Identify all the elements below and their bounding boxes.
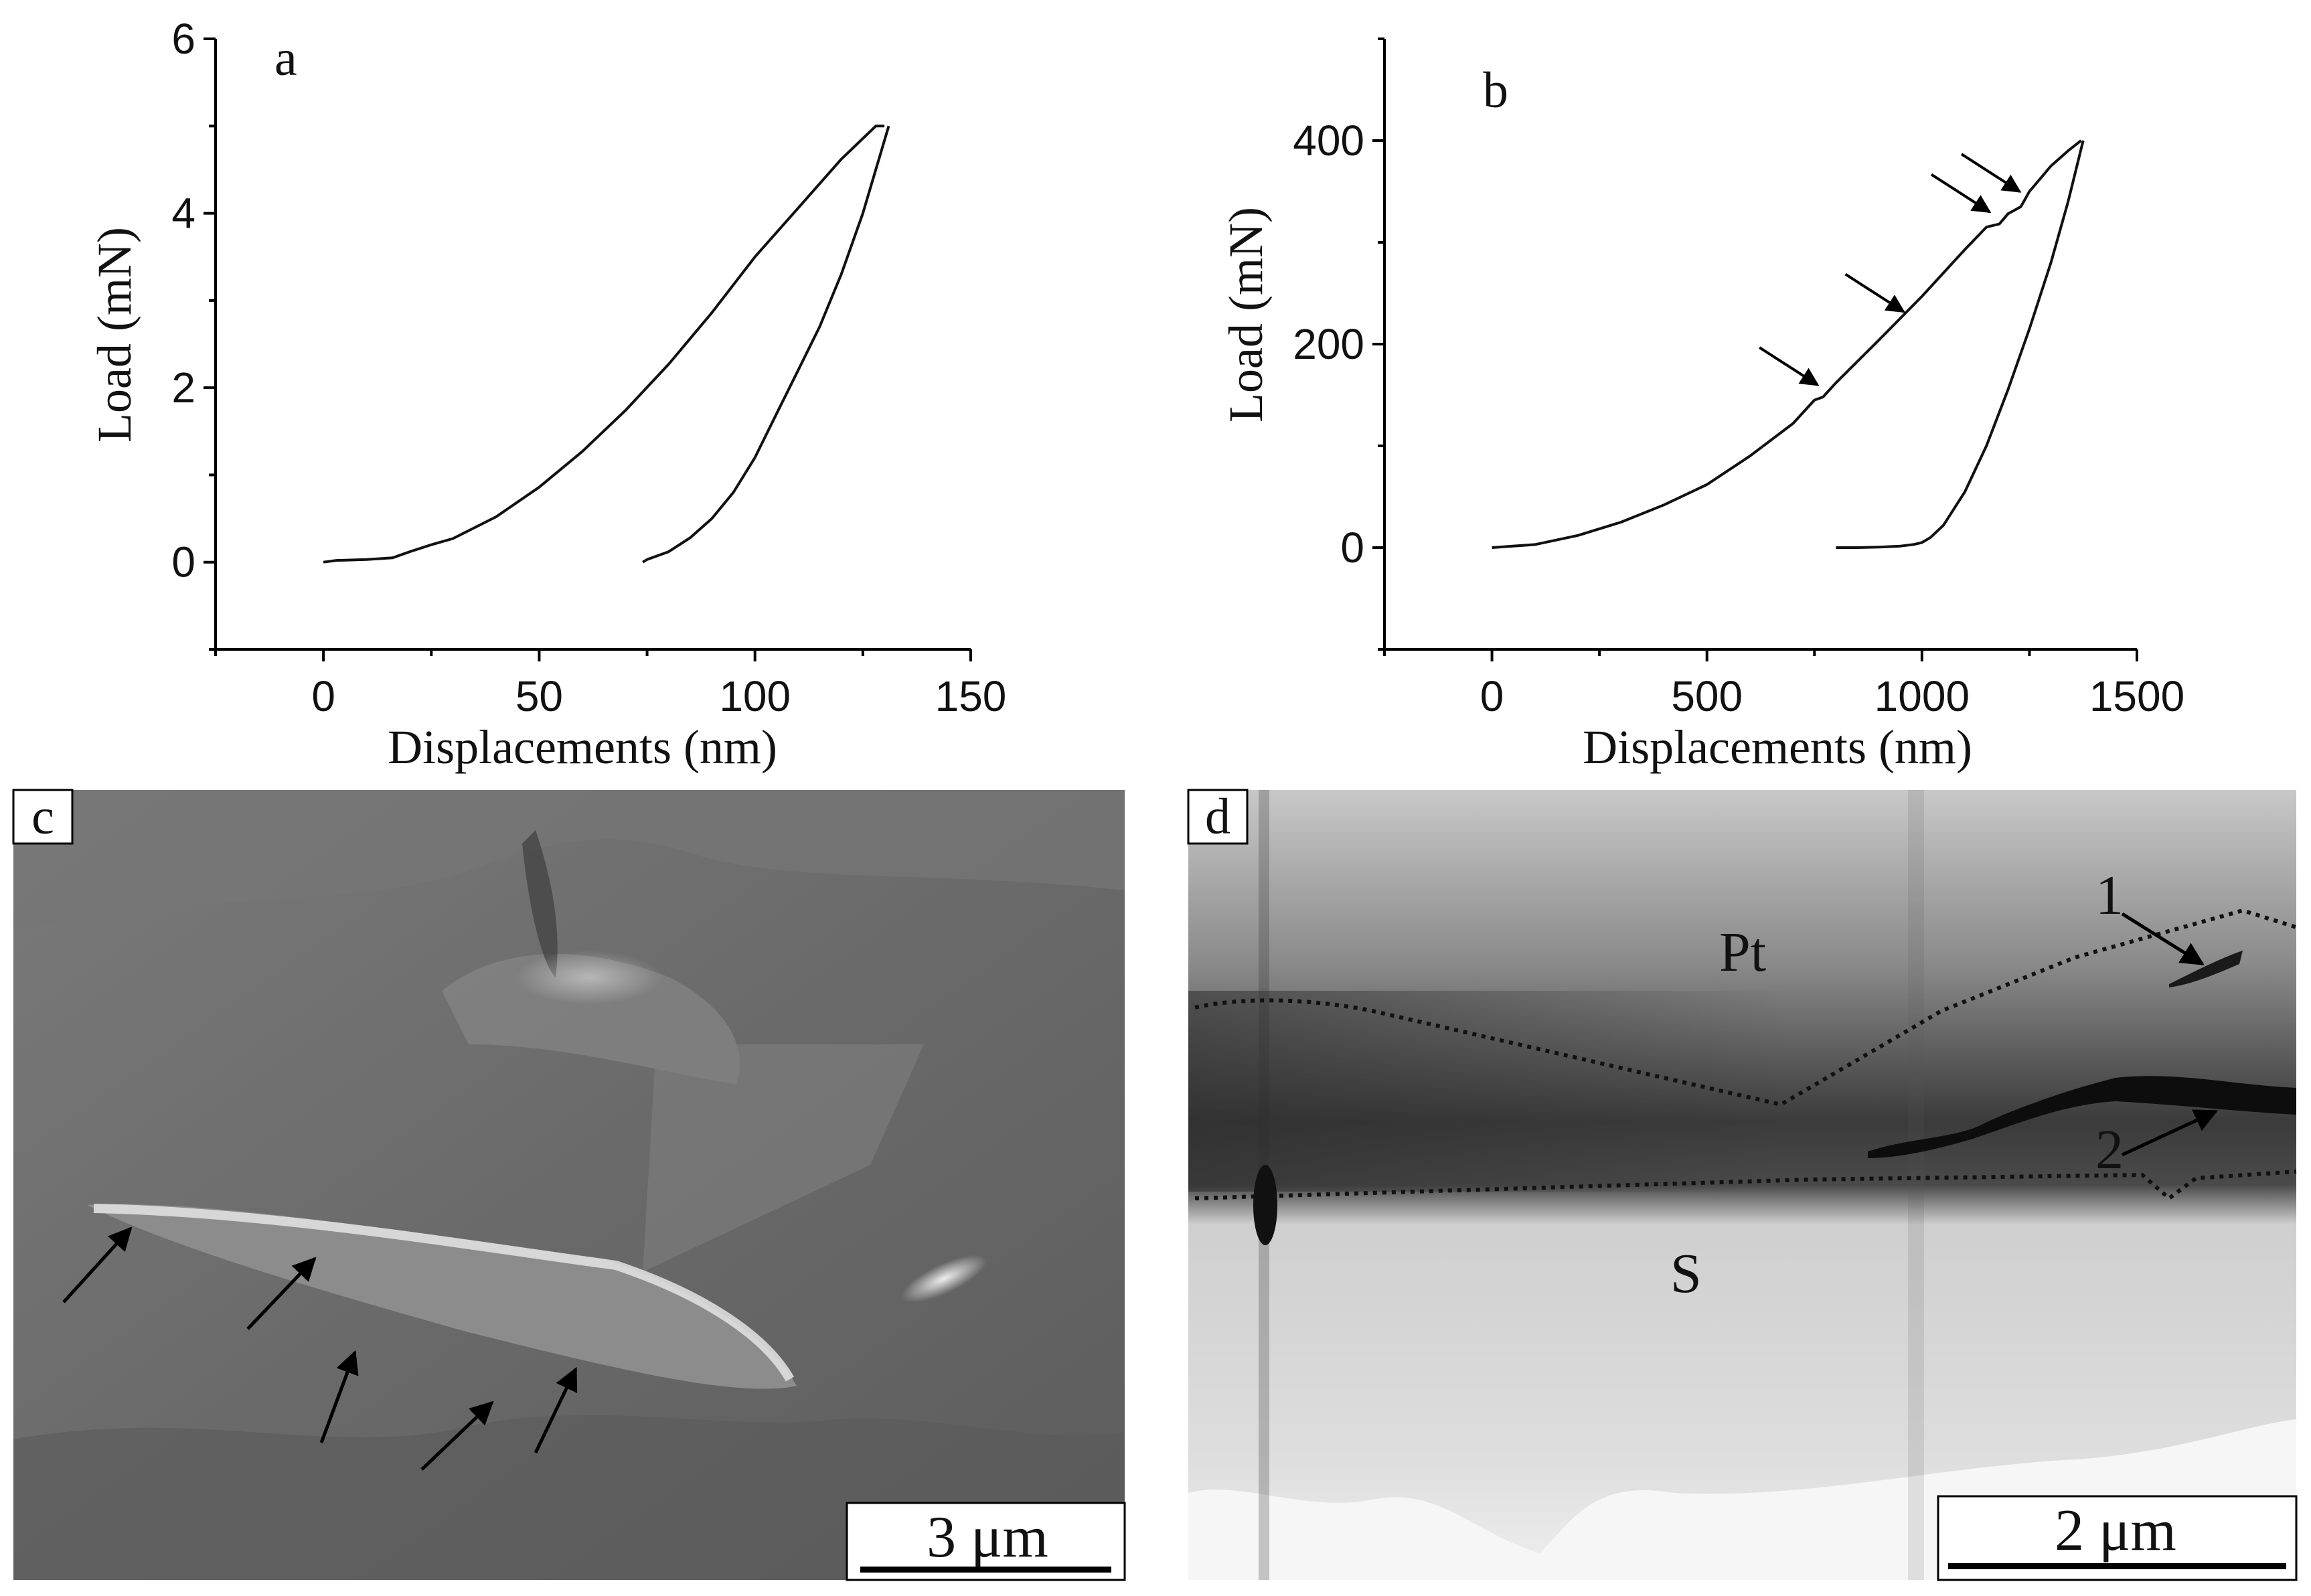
scale-bar-label-d: 2 μm [2055, 1498, 2176, 1563]
panel-c-letter: c [31, 789, 54, 845]
tem-crack-1 [2169, 951, 2243, 987]
sem-bright-spot [900, 1255, 987, 1303]
sem-bright-edge [93, 1204, 795, 1382]
x-axis-title-a: Displacements (nm) [388, 720, 777, 774]
series-a [323, 125, 890, 564]
unloading-curve-a [642, 125, 890, 564]
panel-a-letter: a [274, 30, 297, 86]
pop-in-arrow-2 [1844, 272, 1905, 313]
sem-arrows [62, 1226, 578, 1471]
chart-b: 0 500 1000 1500 0 200 400 b Displacements (nm)… [1219, 37, 2184, 774]
tem-s-boundary [1194, 1170, 2297, 1201]
panel-d-tem-image: Pt S 1 2 d 2 μm [1187, 789, 2298, 1581]
pop-in-arrow-1 [1759, 346, 1820, 386]
label-pt: Pt [1719, 921, 1766, 983]
sem-crack-arrow-2 [246, 1257, 317, 1330]
y-tick-label-a: 4 [171, 189, 195, 238]
sem-glow [515, 951, 663, 1004]
x-tick-label-b: 0 [1480, 672, 1504, 720]
scale-bar-line-d [1948, 1563, 2286, 1569]
y-axis-title-a: Load (mN) [88, 227, 141, 443]
x-tick-label-a: 0 [311, 672, 335, 720]
pop-in-arrow-4 [1960, 153, 2022, 193]
label-2: 2 [2095, 1119, 2124, 1181]
chart-a: 0 50 100 150 0 2 4 6 a Displacements (nm) Load … [88, 15, 1006, 774]
unloading-curve-b [1836, 140, 2085, 549]
panel-c-sem-image: c 3 μm [12, 789, 1126, 1581]
tem-crack-arrow-1 [2121, 912, 2205, 966]
label-1: 1 [2095, 864, 2124, 927]
x-tick-label-a: 150 [935, 672, 1007, 720]
tem-vertical-streak-2 [1908, 790, 1924, 1580]
tem-crack-arrow-2 [2121, 1109, 2219, 1157]
loading-curve-a [323, 125, 885, 564]
x-tick-label-b: 1500 [2089, 672, 2184, 720]
tem-arrows [2121, 912, 2219, 1157]
y-tick-label-b: 0 [1340, 524, 1364, 572]
panel-c-letter-box [12, 789, 74, 845]
sem-upper-ridge [13, 790, 1125, 931]
label-s: S [1670, 1243, 1702, 1305]
tem-dark-particle [1253, 1165, 1277, 1245]
x-tick-label-b: 500 [1671, 672, 1743, 720]
y-axis-title-b: Load (mN) [1219, 207, 1273, 422]
y-tick-label-b: 200 [1293, 320, 1364, 368]
sem-bright-flake [87, 1204, 797, 1389]
scale-bar-line-c [860, 1567, 1111, 1573]
loading-curve-b [1492, 139, 2082, 549]
sem-crack-arrow-1 [62, 1226, 133, 1303]
sem-dark-fissure [522, 830, 558, 977]
y-tick-label-a: 0 [171, 538, 195, 586]
annotations-b [1759, 153, 2022, 386]
sem-indent-facet [643, 1044, 924, 1272]
x-tick-label-a: 50 [515, 672, 563, 720]
y-tick-label-a: 6 [171, 15, 195, 63]
series-b [1492, 139, 2085, 549]
panel-d-letter: d [1205, 789, 1230, 845]
tem-left-shade [1188, 991, 1791, 1192]
scale-bar-label-c: 3 μm [927, 1505, 1048, 1570]
sem-crack-arrow-3 [319, 1350, 359, 1443]
y-tick-label-a: 2 [171, 364, 195, 412]
x-tick-label-a: 100 [719, 672, 791, 720]
x-axis-title-b: Displacements (nm) [1583, 720, 1972, 774]
axes-a: 0 50 100 150 0 2 4 6 [171, 15, 1006, 720]
axes-b: 0 500 1000 1500 0 200 400 [1293, 37, 2184, 720]
tem-crack-2 [1868, 1076, 2296, 1158]
panel-d-letter-box [1187, 789, 1249, 845]
panel-b-letter: b [1483, 62, 1508, 118]
x-tick-label-b: 1000 [1875, 672, 1970, 720]
pop-in-arrow-3 [1930, 173, 1992, 214]
y-tick-label-b: 400 [1293, 116, 1364, 165]
sem-crack-arrow-4 [420, 1401, 494, 1471]
sem-crack-arrow-5 [534, 1366, 578, 1454]
